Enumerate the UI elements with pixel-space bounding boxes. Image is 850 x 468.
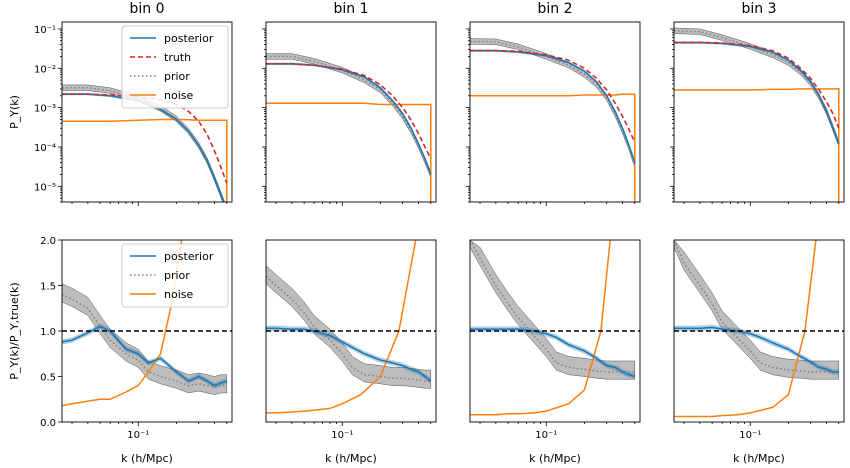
prior-line — [62, 293, 227, 389]
truth-line — [470, 49, 636, 143]
axes-frame — [265, 21, 437, 203]
prior-line — [674, 29, 840, 145]
legend-label-prior: prior — [164, 70, 190, 83]
prior-line — [470, 40, 636, 166]
panel-title: bin 2 — [537, 1, 572, 17]
prior-line — [470, 240, 635, 373]
x-axis-label: k (h/Mpc) — [529, 452, 581, 465]
panel-title: bin 3 — [741, 1, 776, 17]
prior-line — [266, 275, 431, 382]
y-axis-label: P_Y(k) — [8, 95, 21, 129]
posterior-line — [62, 325, 228, 387]
prior-band — [470, 240, 636, 380]
power-plot — [266, 53, 432, 202]
y-tick-label: 0.0 — [40, 418, 56, 429]
x-axis-label: k (h/Mpc) — [325, 452, 377, 465]
y-tick-label: 2.0 — [40, 236, 56, 247]
axes-frame — [673, 239, 845, 423]
x-tick-label: 10⁻¹ — [535, 430, 557, 441]
posterior-line — [266, 63, 432, 175]
legend-label-prior: prior — [164, 269, 190, 282]
ratio-plot — [266, 240, 436, 414]
power-plot — [470, 38, 636, 202]
truth-line — [674, 41, 840, 129]
panel-title: bin 0 — [129, 1, 164, 17]
axes-frame — [469, 239, 641, 423]
noise-line — [674, 240, 817, 418]
y-tick-label: 10⁻¹ — [34, 25, 56, 36]
x-axis-label: k (h/Mpc) — [121, 452, 173, 465]
panel-0: bin 0 10⁻⁵ 10⁻⁴ 10⁻³ 10⁻² 10⁻¹ P_Y(k) 0.0 0.5 1.0… — [8, 1, 233, 465]
ratio-plot — [470, 240, 640, 416]
posterior-band — [674, 41, 839, 146]
panel-2: bin 2 10⁻¹ k (h/Mpc) — [466, 1, 641, 465]
x-tick-label: 10⁻¹ — [127, 430, 149, 441]
ratio-plot — [62, 240, 232, 407]
axes-frame — [469, 21, 641, 203]
y-axis-label: P_Y(k)/P_Y,true(k) — [8, 282, 21, 379]
legend: posterior truth prior noise — [121, 25, 229, 109]
panel-1: bin 1 10⁻¹ k (h/Mpc) — [262, 1, 437, 465]
power-plot — [674, 27, 840, 202]
axes-frame — [265, 239, 437, 423]
x-tick-label: 10⁻¹ — [331, 430, 353, 441]
y-tick-label: 10⁻² — [34, 64, 56, 75]
legend-box — [121, 243, 229, 308]
noise-line — [674, 88, 840, 202]
legend-label-noise: noise — [164, 89, 193, 102]
prior-line — [266, 55, 432, 175]
y-tick-label: 0.5 — [40, 373, 56, 384]
panel-title: bin 1 — [333, 1, 368, 17]
truth-line — [266, 63, 432, 160]
posterior-line — [62, 93, 225, 202]
x-tick-label: 10⁻¹ — [739, 430, 761, 441]
posterior-band — [62, 323, 227, 389]
legend-box — [121, 25, 229, 109]
prior-line — [62, 87, 225, 202]
y-tick-label: 10⁻⁴ — [34, 143, 56, 154]
axes-frame — [673, 21, 845, 203]
legend-label-truth: truth — [164, 51, 191, 64]
y-tick-label: 10⁻³ — [34, 104, 56, 115]
y-tick-label: 1.5 — [40, 282, 56, 293]
prior-band — [266, 265, 432, 389]
noise-line — [62, 118, 228, 202]
legend-label-posterior: posterior — [164, 32, 214, 45]
noise-line — [470, 93, 636, 202]
posterior-line — [674, 41, 840, 145]
legend: posterior prior noise — [121, 243, 229, 308]
noise-line — [266, 102, 432, 202]
y-tick-label: 1.0 — [40, 327, 56, 338]
posterior-line — [674, 326, 839, 373]
ratio-plot — [674, 240, 844, 418]
posterior-line — [470, 328, 636, 378]
x-axis-label: k (h/Mpc) — [733, 452, 785, 465]
noise-line — [62, 240, 183, 407]
legend-label-posterior: posterior — [164, 250, 214, 263]
legend-label-noise: noise — [164, 288, 193, 301]
axes-frame — [61, 21, 233, 203]
posterior-line — [266, 327, 432, 382]
posterior-band — [674, 324, 839, 375]
panel-3: bin 3 10⁻¹ k (h/Mpc) — [670, 1, 845, 465]
y-tick-label: 10⁻⁵ — [34, 182, 56, 193]
